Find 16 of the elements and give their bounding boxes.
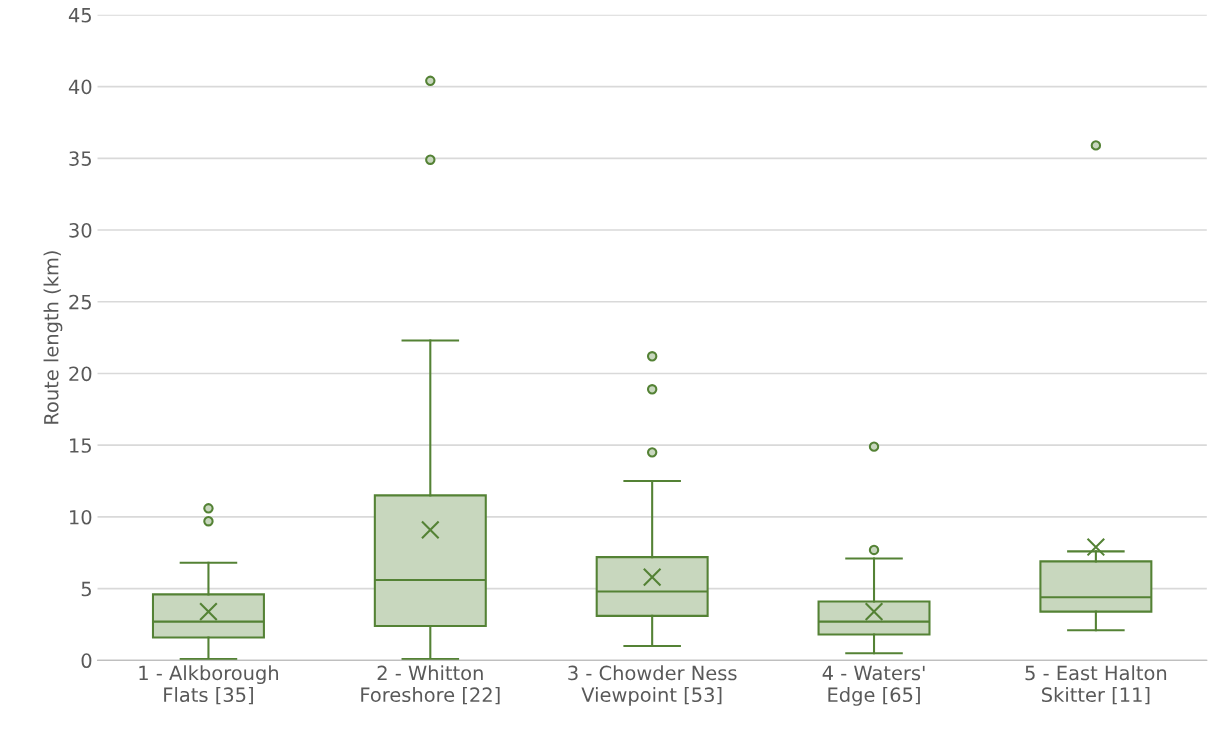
y-tick-label: 0 <box>81 653 92 669</box>
y-tick-label: 45 <box>68 8 91 23</box>
y-tick-label: 10 <box>70 509 92 525</box>
y-tick-label: 20 <box>69 366 92 382</box>
y-tick-label: 15 <box>70 438 91 453</box>
y-axis-title: Route length (km) <box>43 251 63 424</box>
y-tick-label: 35 <box>69 151 91 166</box>
x-tick-label: 1 - Alkborough Flats [35] <box>139 665 278 705</box>
x-tick-label: 3 - Chowder Ness Viewpoint [53] <box>568 665 737 706</box>
x-tick-label: 5 - East Halton Skitter [11] <box>1025 665 1167 705</box>
x-tick-label: 2 - Whitton Foreshore [22] <box>361 665 500 705</box>
y-tick-label: 5 <box>81 581 91 597</box>
y-tick-label: 30 <box>69 222 92 238</box>
y-tick-label: 40 <box>68 79 92 95</box>
y-tick-label: 25 <box>69 294 91 310</box>
x-tick-label: 4 - Waters' Edge [65] <box>822 665 925 706</box>
